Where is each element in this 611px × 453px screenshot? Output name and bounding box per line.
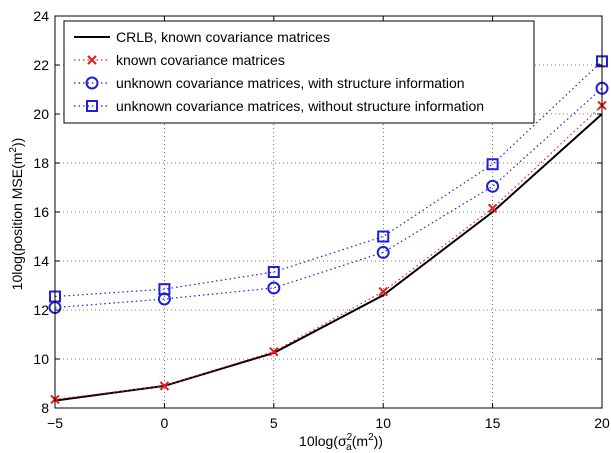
x-tick-label: 10 — [375, 415, 391, 431]
series-line — [54, 60, 603, 298]
legend-swatch-marker — [85, 76, 99, 90]
legend-entry: known covariance matrices — [74, 52, 285, 68]
data-point — [378, 286, 388, 297]
legend-label: known covariance matrices — [116, 52, 285, 68]
data-point — [486, 179, 500, 193]
legend-entry: CRLB, known covariance matrices — [74, 29, 330, 45]
y-axis-label-main: 10log(position MSE(m — [9, 153, 25, 291]
legend-swatch-marker — [87, 55, 97, 65]
x-axis-label-sub: a — [346, 442, 352, 453]
y-tick-label: 24 — [33, 8, 49, 24]
series-line — [54, 113, 603, 402]
series-line — [54, 87, 603, 309]
x-axis-label: 10log(σ2 a(m2)) — [299, 432, 383, 453]
legend-swatch-marker — [86, 100, 98, 112]
legend-label: CRLB, known covariance matrices — [116, 29, 330, 45]
y-axis-label: 10log(position MSE(m2)) — [8, 138, 25, 291]
data-point — [267, 266, 280, 279]
legend-entries: CRLB, known covariance matrices known cov… — [74, 29, 484, 114]
x-axis-label-sup: 2 — [347, 432, 353, 443]
x-tick-label: −5 — [47, 415, 63, 431]
y-tick-label: 20 — [33, 106, 49, 122]
data-point — [377, 230, 390, 243]
y-tick-label: 16 — [33, 204, 49, 220]
y-tick-label: 18 — [33, 155, 49, 171]
x-marker-stroke — [87, 55, 97, 65]
y-tick-label: 8 — [41, 400, 49, 416]
legend-entry: unknown covariance matrices, without str… — [74, 98, 484, 114]
x-axis-label-end: )) — [374, 433, 383, 449]
data-point — [486, 158, 499, 171]
data-point — [269, 346, 279, 357]
y-tick-label: 14 — [33, 253, 49, 269]
legend-label: unknown covariance matrices, without str… — [116, 98, 484, 114]
legend-box — [63, 20, 535, 124]
ticks: −5 0 5 10 15 20 8 10 12 14 16 18 20 22 24 — [33, 8, 610, 431]
x-axis-label-tail-sup: 2 — [368, 432, 374, 443]
series-1 — [54, 113, 603, 402]
y-tick-label: 10 — [33, 351, 49, 367]
x-marker-stroke — [487, 203, 498, 214]
data-point — [487, 203, 498, 214]
y-tick-label: 12 — [33, 302, 49, 318]
data-point — [159, 381, 170, 391]
y-tick-label: 22 — [33, 57, 49, 73]
x-marker-stroke — [159, 381, 170, 391]
x-marker-stroke — [378, 286, 388, 297]
series-4 — [49, 55, 608, 303]
y-axis-label-end: )) — [9, 138, 25, 147]
x-marker-stroke — [269, 346, 279, 357]
data-point — [158, 283, 171, 296]
x-axis-label-tail: (m — [352, 433, 368, 449]
series-2 — [50, 100, 607, 405]
x-tick-label: 0 — [161, 415, 169, 431]
x-tick-label: 15 — [485, 415, 501, 431]
data-point — [376, 245, 390, 259]
legend-entry: unknown covariance matrices, with struct… — [74, 75, 465, 91]
legend: CRLB, known covariance matrices known cov… — [63, 20, 535, 124]
x-tick-label: 5 — [270, 415, 278, 431]
y-axis-label-sup: 2 — [8, 147, 19, 153]
data-point — [267, 281, 281, 295]
series-layer — [48, 55, 609, 405]
legend-label: unknown covariance matrices, with struct… — [116, 75, 465, 91]
x-tick-label: 20 — [594, 415, 610, 431]
x-axis-label-main: 10log(σ — [299, 433, 347, 449]
